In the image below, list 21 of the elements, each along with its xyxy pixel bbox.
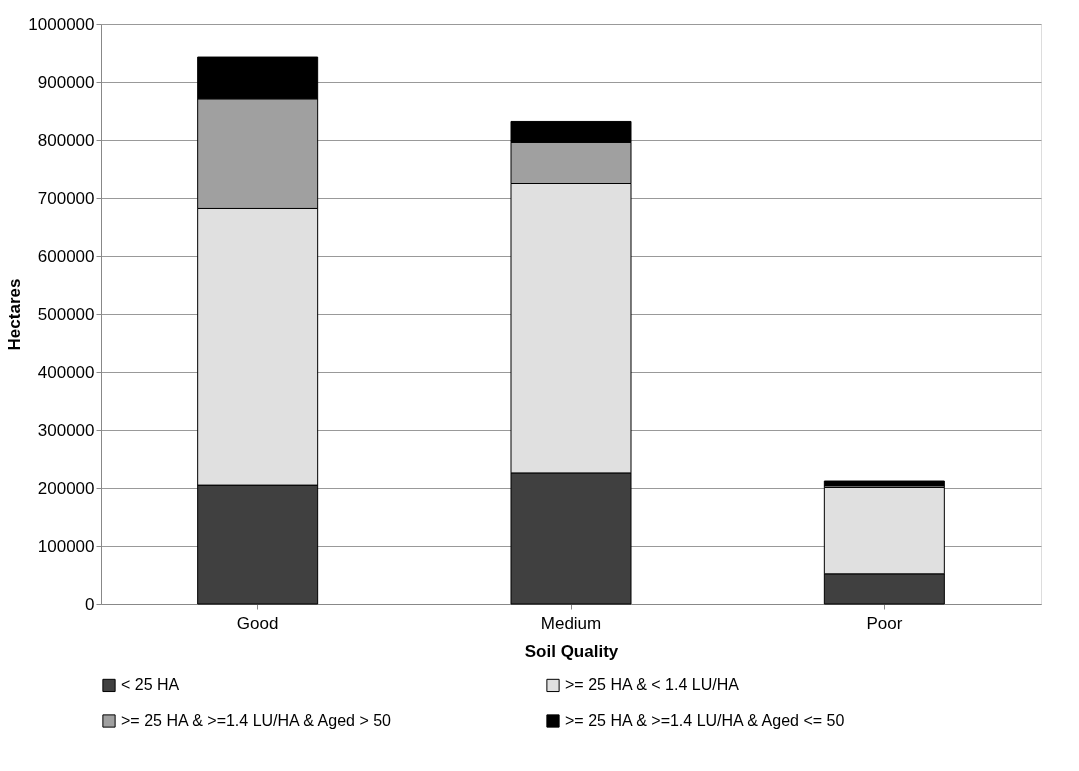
y-tick-label: 500000 [37,304,95,324]
x-tick-label: Poor [866,613,903,633]
y-tick-label: 0 [85,594,95,614]
y-tick-label: 400000 [37,362,95,382]
legend-label: >= 25 HA & >=1.4 LU/HA & Aged <= 50 [565,712,845,729]
y-axis-title: Hectares [5,278,25,351]
y-tick-label: 800000 [37,130,95,150]
y-tick-label: 700000 [37,188,95,208]
legend-label: >= 25 HA & >=1.4 LU/HA & Aged > 50 [121,712,392,729]
y-tick-label: 900000 [37,72,95,92]
y-tick-label: 600000 [37,246,95,266]
legend-label: < 25 HA [121,676,180,694]
y-tick-label: 300000 [37,420,95,440]
bar [823,480,945,487]
y-tick-label: 100000 [37,536,95,556]
y-tick-label: 1000000 [28,14,95,34]
x-tick-label: Good [236,613,279,633]
x-tick-label: Medium [540,613,602,633]
legend-label: >= 25 HA & < 1.4 LU/HA [565,676,740,694]
x-axis-title: Soil Quality [524,641,619,661]
y-tick-label: 200000 [37,478,95,498]
